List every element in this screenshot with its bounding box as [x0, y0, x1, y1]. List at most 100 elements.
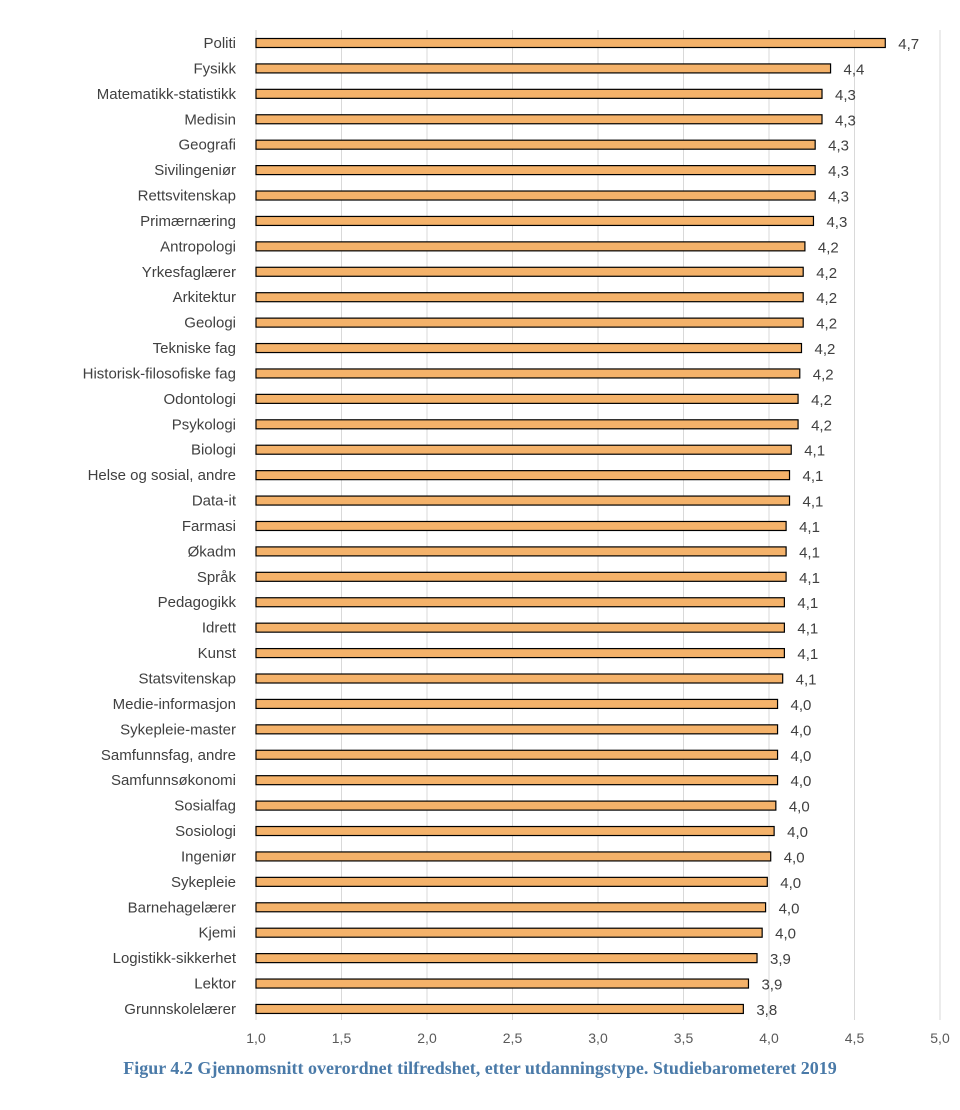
category-label: Rettsvitenskap — [138, 188, 236, 205]
bar — [255, 419, 799, 430]
value-label: 3,8 — [756, 1002, 777, 1019]
value-label: 4,0 — [789, 799, 810, 816]
category-label: Økadm — [188, 543, 236, 560]
category-label: Fysikk — [194, 60, 237, 77]
bar — [255, 215, 815, 227]
value-label: 4,1 — [797, 595, 818, 612]
value-label: 4,2 — [816, 265, 837, 282]
bar — [255, 470, 791, 481]
value-label: 4,3 — [835, 87, 856, 104]
bar — [255, 368, 801, 379]
bar — [255, 444, 792, 455]
category-label: Psykologi — [172, 416, 236, 433]
value-label: 4,3 — [828, 163, 849, 180]
category-label: Primærnæring — [140, 213, 236, 230]
value-label: 4,0 — [791, 722, 812, 739]
bar — [255, 37, 886, 49]
value-label: 4,2 — [811, 392, 832, 409]
value-label: 4,1 — [803, 494, 824, 511]
bar — [255, 88, 823, 99]
category-label: Idrett — [202, 620, 237, 637]
bar — [255, 571, 787, 582]
value-label: 4,2 — [813, 366, 834, 383]
bar — [255, 342, 803, 354]
bar — [255, 1003, 744, 1015]
category-label: Samfunnsøkonomi — [111, 772, 236, 789]
value-label: 4,0 — [791, 748, 812, 765]
figure-caption: Figur 4.2 Gjennomsnitt overordnet tilfre… — [123, 1058, 837, 1078]
x-tick-label: 3,0 — [588, 1030, 608, 1046]
category-label: Ingeniør — [181, 848, 236, 865]
bar — [255, 749, 779, 760]
bar — [255, 393, 799, 404]
category-label: Barnehagelærer — [128, 899, 236, 916]
category-label: Farmasi — [182, 518, 236, 535]
value-labels: 4,7 4,4 4,3 4,3 4,3 4,3 4,3 4,3 4,2 4,2 4,2 4,2 4,2 4… — [756, 36, 919, 1019]
value-label: 4,1 — [796, 672, 817, 689]
category-label: Sosiologi — [175, 823, 236, 840]
bar — [255, 597, 785, 608]
value-label: 4,0 — [787, 824, 808, 841]
bar — [255, 114, 823, 125]
category-label: Grunnskolelærer — [124, 1001, 236, 1018]
category-label: Helse og sosial, andre — [88, 467, 236, 484]
value-label: 4,0 — [791, 697, 812, 714]
bar — [255, 190, 816, 201]
bar — [255, 520, 787, 532]
value-label: 4,3 — [826, 214, 847, 231]
value-label: 4,1 — [799, 570, 820, 587]
category-label: Data-it — [192, 493, 237, 510]
bar — [255, 266, 804, 277]
bar — [255, 317, 804, 328]
bar — [255, 876, 768, 887]
bar — [255, 724, 779, 735]
bar — [255, 241, 806, 252]
value-label: 4,1 — [803, 468, 824, 485]
category-label: Kunst — [198, 645, 237, 662]
bar — [255, 495, 791, 506]
value-label: 4,2 — [814, 341, 835, 358]
bar — [255, 292, 804, 303]
bar — [255, 63, 832, 74]
category-label: Medie-informasjon — [113, 696, 236, 713]
category-label: Biologi — [191, 442, 236, 459]
bar — [255, 851, 772, 862]
bar-chart: Politi Fysikk Matematikk-statistikk Medisin… — [83, 30, 950, 1046]
value-label: 4,0 — [791, 773, 812, 790]
value-label: 4,1 — [797, 646, 818, 663]
bar — [255, 800, 777, 811]
bar — [255, 139, 816, 150]
category-label: Samfunnsfag, andre — [101, 747, 236, 764]
category-label: Politi — [203, 35, 236, 52]
category-labels: Politi Fysikk Matematikk-statistikk Medisin… — [83, 35, 237, 1018]
bar — [255, 978, 750, 989]
x-tick-label: 4,0 — [759, 1030, 779, 1046]
value-label: 3,9 — [761, 977, 782, 994]
category-label: Logistikk-sikkerhet — [113, 950, 237, 967]
category-label: Matematikk-statistikk — [97, 86, 237, 103]
category-label: Språk — [197, 569, 237, 586]
category-label: Sosialfag — [174, 798, 236, 815]
value-label: 3,9 — [770, 951, 791, 968]
category-label: Lektor — [194, 976, 236, 993]
value-label: 4,0 — [784, 849, 805, 866]
x-tick-label: 2,0 — [417, 1030, 437, 1046]
bar — [255, 622, 785, 633]
bar — [255, 647, 785, 659]
category-label: Arkitektur — [173, 289, 236, 306]
x-tick-label: 3,5 — [674, 1030, 694, 1046]
value-label: 4,1 — [804, 443, 825, 460]
bar — [255, 673, 784, 684]
value-label: 4,7 — [898, 36, 919, 53]
bar — [255, 165, 816, 176]
category-label: Odontologi — [163, 391, 236, 408]
category-label: Pedagogikk — [158, 594, 237, 611]
value-label: 4,3 — [835, 112, 856, 129]
value-label: 4,1 — [797, 621, 818, 638]
bar — [255, 698, 779, 710]
x-tick-label: 2,5 — [503, 1030, 523, 1046]
bar — [255, 546, 787, 557]
value-label: 4,2 — [816, 316, 837, 333]
value-label: 4,0 — [779, 900, 800, 917]
value-label: 4,1 — [799, 544, 820, 561]
